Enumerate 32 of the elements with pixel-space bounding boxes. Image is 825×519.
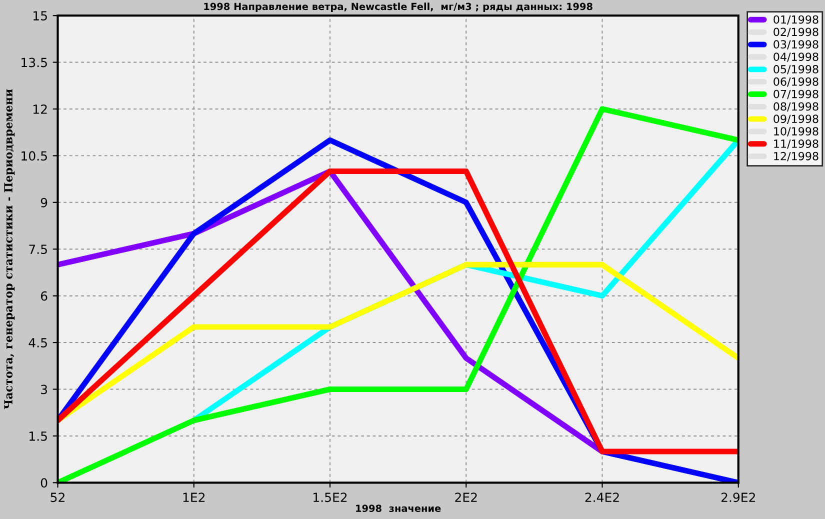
x-tick-label: 2.9E2 (721, 492, 755, 502)
y-tick-label: 15 (33, 11, 47, 20)
legend-label: 08/1998 (774, 102, 818, 112)
legend-label: 02/1998 (774, 28, 818, 38)
y-tick-label: 13.5 (22, 58, 47, 68)
y-tick-label: 4.5 (28, 338, 47, 348)
y-tick-label: 6 (40, 291, 48, 301)
x-axis-title: 1998 значение (356, 504, 441, 512)
chart-title: 1998 Направление ветра, Newcastle Fell, мг/м3 ; ряды данных: 1998 (204, 2, 592, 12)
x-tick-label: 52 (50, 492, 64, 502)
legend-label: 12/1998 (774, 152, 818, 162)
y-tick-label: 7.5 (29, 244, 47, 254)
y-tick-label: 3 (41, 384, 48, 394)
legend-label: 06/1998 (774, 77, 818, 87)
legend-label: 03/1998 (774, 40, 818, 50)
y-tick-label: 10.5 (22, 151, 47, 161)
legend-label: 07/1998 (774, 90, 818, 100)
y-tick-label: 9 (40, 198, 48, 208)
legend-label: 05/1998 (774, 64, 818, 74)
y-tick-label: 0 (40, 478, 48, 488)
y-tick-label: 12 (33, 104, 47, 114)
y-tick-label: 1.5 (30, 432, 47, 441)
x-tick-label: 1.5E2 (314, 492, 347, 502)
x-tick-label: 2.4E2 (585, 492, 619, 502)
legend-label: 09/1998 (774, 114, 818, 124)
legend-label: 10/1998 (774, 127, 818, 136)
y-axis-title: Частота, генератор статистики - Периодвремени (4, 89, 15, 410)
legend-label: 01/1998 (774, 15, 818, 25)
x-tick-label: 2E2 (455, 492, 477, 502)
legend-label: 11/1998 (774, 140, 818, 149)
legend-label: 04/1998 (774, 52, 818, 62)
x-tick-label: 1E2 (183, 492, 205, 502)
